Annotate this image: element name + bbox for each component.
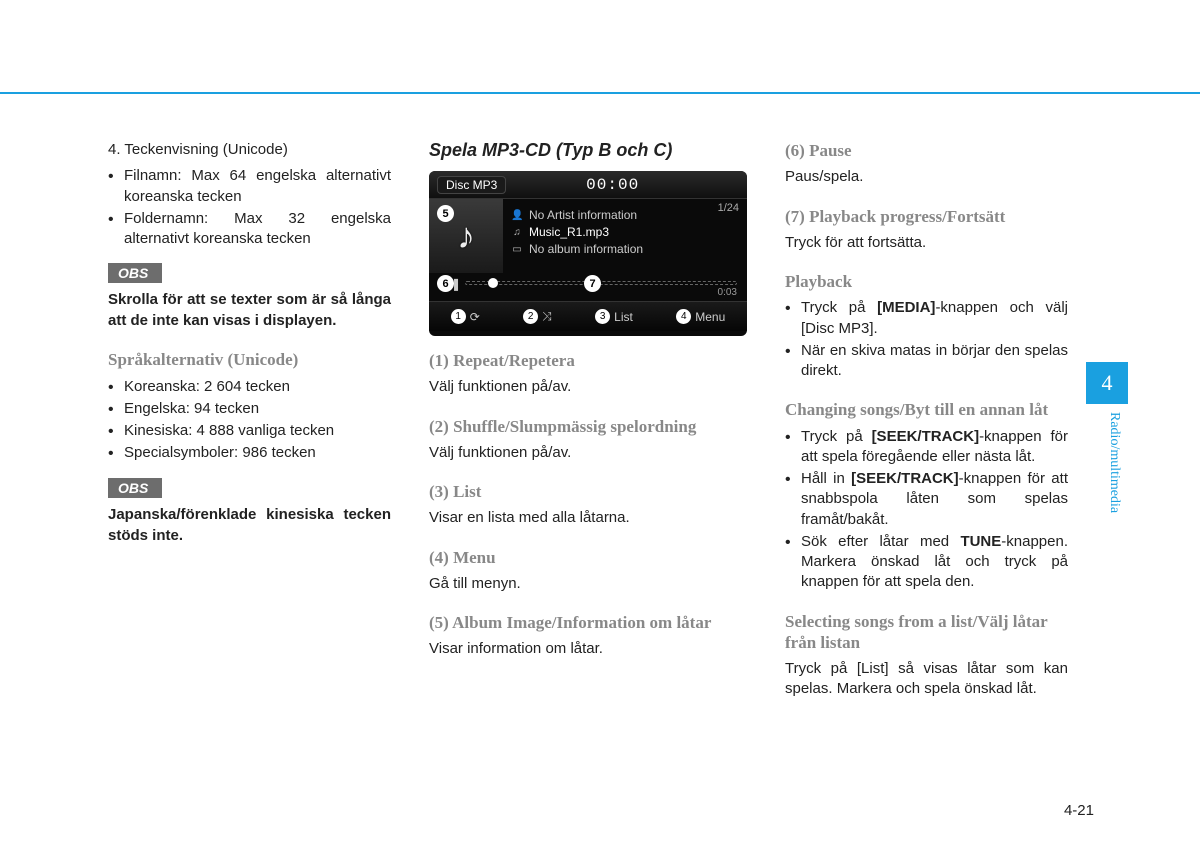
chapter-number: 4 <box>1102 370 1113 396</box>
subheading: (7) Playback progress/Fortsätt <box>785 206 1068 227</box>
top-rule <box>0 92 1200 94</box>
body-text: Välj funktionen på/av. <box>429 443 747 463</box>
list-item: Filnamn: Max 64 engelska alternativt kor… <box>108 166 391 207</box>
chapter-tab: 4 <box>1086 362 1128 404</box>
callout-4-icon: 4 <box>676 309 691 324</box>
chapter-label: Radio/multimedia <box>1106 412 1122 513</box>
body-text: Tryck på [List] så visas låtar som kan s… <box>785 659 1068 700</box>
body-text: Välj funktionen på/av. <box>429 377 747 397</box>
obs-tag: OBS <box>108 478 162 498</box>
player-top-bar: Disc MP3 00:00 <box>429 171 747 199</box>
callout-6-icon: 6 <box>437 275 454 292</box>
list-item: Håll in [SEEK/TRACK]-knappen för att sna… <box>785 469 1068 530</box>
clock: 00:00 <box>506 176 719 194</box>
artist-icon: 👤 <box>511 210 523 221</box>
subheading-changing: Changing songs/Byt till en annan låt <box>785 399 1068 420</box>
subheading: (2) Shuffle/Slumpmässig spelordning <box>429 416 747 437</box>
changing-list: Tryck på [SEEK/TRACK]-knappen för att sp… <box>785 427 1068 593</box>
subheading: (3) List <box>429 481 747 502</box>
shuffle-icon: ⤨ <box>542 309 552 324</box>
subheading: (5) Album Image/Information om låtar <box>429 612 747 633</box>
body-text: Visar en lista med alla låtarna. <box>429 508 747 528</box>
list-item: Sök efter låtar med TUNE-knappen. Marker… <box>785 532 1068 593</box>
subheading-playback: Playback <box>785 271 1068 292</box>
list-item: Kinesiska: 4 888 vanliga tecken <box>108 421 391 441</box>
list-item: Tryck på [SEEK/TRACK]-knappen för att sp… <box>785 427 1068 468</box>
content-columns: 4. Teckenvisning (Unicode) Filnamn: Max … <box>108 140 1068 706</box>
body-text: Paus/spela. <box>785 167 1068 187</box>
obs-tag: OBS <box>108 263 162 283</box>
item-heading: 4. Teckenvisning (Unicode) <box>108 140 391 160</box>
text-run: Sök efter låtar med <box>801 533 960 550</box>
track-count: 1/24 <box>718 202 739 214</box>
callout-1-icon: 1 <box>451 309 466 324</box>
callout-3-icon: 3 <box>595 309 610 324</box>
player-bottom-bar: 1 ⟳ 2 ⤨ 3 List 4 Menu <box>429 301 747 331</box>
list-item: Engelska: 94 tecken <box>108 399 391 419</box>
bold-run: TUNE <box>960 533 1001 550</box>
file-limits-list: Filnamn: Max 64 engelska alternativt kor… <box>108 166 391 249</box>
subheading-lang: Språkalternativ (Unicode) <box>108 349 391 370</box>
player-mid: ♪ 1/24 👤 No Artist information ♫ Music_R1.… <box>429 199 747 273</box>
bold-run: [SEEK/TRACK] <box>851 470 959 487</box>
column-2: Spela MP3-CD (Typ B och C) 5 6 7 Disc MP… <box>429 140 747 706</box>
album-icon: ▭ <box>511 244 523 255</box>
playback-list: Tryck på [MEDIA]-knappen och välj [Disc … <box>785 298 1068 381</box>
repeat-icon: ⟳ <box>470 310 480 324</box>
list-item: Tryck på [MEDIA]-knappen och välj [Disc … <box>785 298 1068 339</box>
music-note-icon: ♪ <box>457 215 475 257</box>
subheading: (6) Pause <box>785 140 1068 161</box>
page-number: 4-21 <box>1064 802 1094 819</box>
text-run: Håll in <box>801 470 851 487</box>
subheading-selecting: Selecting songs from a list/Välj låtar f… <box>785 611 1068 654</box>
callout-7-icon: 7 <box>584 275 601 292</box>
list-item: Specialsymboler: 986 tecken <box>108 443 391 463</box>
list-item: När en skiva matas in börjar den spelas … <box>785 341 1068 382</box>
bold-run: [MEDIA] <box>877 299 935 316</box>
elapsed-time: 0:03 <box>718 287 737 298</box>
section-title: Spela MP3-CD (Typ B och C) <box>429 140 747 161</box>
track-icon: ♫ <box>511 227 523 238</box>
artist-text: No Artist information <box>529 208 637 222</box>
disc-label: Disc MP3 <box>437 176 506 194</box>
column-1: 4. Teckenvisning (Unicode) Filnamn: Max … <box>108 140 391 706</box>
menu-button-label: Menu <box>695 310 725 324</box>
subheading: (4) Menu <box>429 547 747 568</box>
callout-2-icon: 2 <box>523 309 538 324</box>
body-text: Gå till menyn. <box>429 574 747 594</box>
track-info: 1/24 👤 No Artist information ♫ Music_R1.mp… <box>503 199 747 273</box>
list-button-label: List <box>614 310 633 324</box>
bold-run: [SEEK/TRACK] <box>872 428 980 445</box>
track-text: Music_R1.mp3 <box>529 225 609 239</box>
body-text: Tryck för att fortsätta. <box>785 233 1068 253</box>
obs-text: Japanska/förenklade kinesiska tecken stö… <box>108 504 391 546</box>
list-item: Koreanska: 2 604 tecken <box>108 377 391 397</box>
text-run: Tryck på <box>801 428 872 445</box>
subheading: (1) Repeat/Repetera <box>429 350 747 371</box>
list-item: Foldernamn: Max 32 engelska alternativt … <box>108 209 391 250</box>
album-text: No album information <box>529 242 643 256</box>
column-3: (6) Pause Paus/spela. (7) Playback progr… <box>785 140 1068 706</box>
lang-list: Koreanska: 2 604 tecken Engelska: 94 tec… <box>108 377 391 464</box>
callout-5-icon: 5 <box>437 205 454 222</box>
body-text: Visar information om låtar. <box>429 639 747 659</box>
text-run: Tryck på <box>801 299 877 316</box>
obs-text: Skrolla för att se texter som är så lång… <box>108 289 391 331</box>
player-screenshot: 5 6 7 Disc MP3 00:00 ♪ 1/24 👤 No Artist i… <box>429 171 747 336</box>
